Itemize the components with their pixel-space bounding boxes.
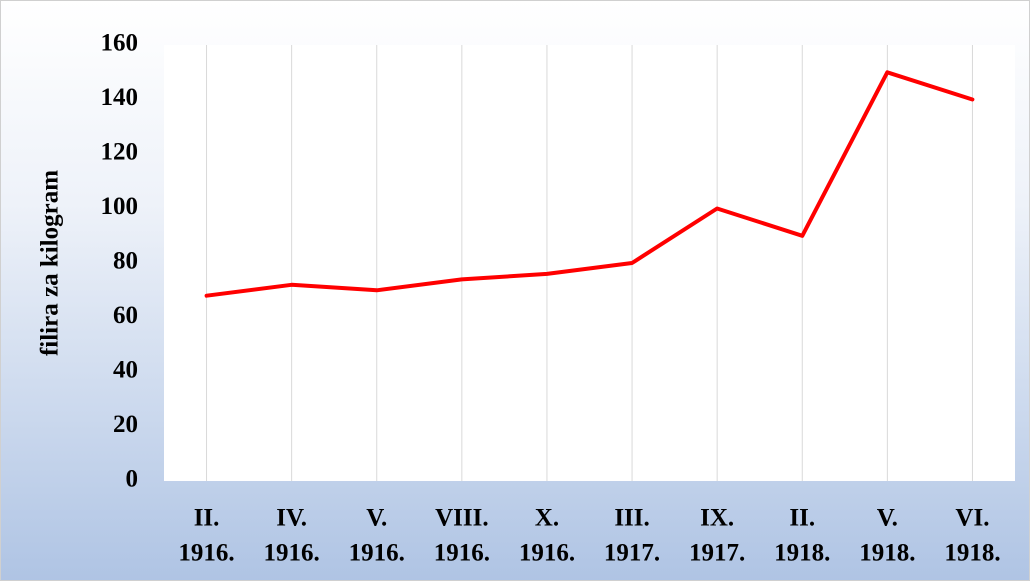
y-tick-label: 120 xyxy=(101,139,139,166)
x-tick-label: 1918. xyxy=(944,540,1000,567)
x-tick-label: 1916. xyxy=(264,540,320,567)
y-tick-label: 140 xyxy=(101,84,139,111)
x-tick-label: 1918. xyxy=(859,540,915,567)
plot-area xyxy=(164,45,1015,481)
y-tick-label: 0 xyxy=(126,466,139,493)
x-tick-label: V. xyxy=(877,505,898,532)
x-tick-label: 1917. xyxy=(689,540,745,567)
y-tick-label: 60 xyxy=(113,302,138,329)
x-tick-label: 1916. xyxy=(519,540,575,567)
x-tick-label: IX. xyxy=(700,505,734,532)
y-tick-label: 80 xyxy=(113,248,138,275)
y-tick-label: 100 xyxy=(101,193,139,220)
x-tick-label: V. xyxy=(366,505,387,532)
x-tick-label: VI. xyxy=(955,505,989,532)
x-tick-label: 1918. xyxy=(774,540,830,567)
y-tick-label: 160 xyxy=(101,30,139,57)
data-line xyxy=(204,70,975,298)
x-tick-label: II. xyxy=(194,505,220,532)
x-tick-label: 1916. xyxy=(178,540,234,567)
x-tick-label: IV. xyxy=(276,505,307,532)
x-tick-label: II. xyxy=(789,505,815,532)
x-tick-label: X. xyxy=(535,505,559,532)
x-tick-label: 1917. xyxy=(604,540,660,567)
y-axis-label: filira za kilogram xyxy=(37,170,64,356)
x-tick-label: VIII. xyxy=(435,505,489,532)
y-tick-label: 20 xyxy=(113,411,138,438)
y-tick-label: 40 xyxy=(113,357,138,384)
x-tick-label: 1916. xyxy=(434,540,490,567)
x-tick-label: 1916. xyxy=(349,540,405,567)
x-tick-label: III. xyxy=(614,505,649,532)
